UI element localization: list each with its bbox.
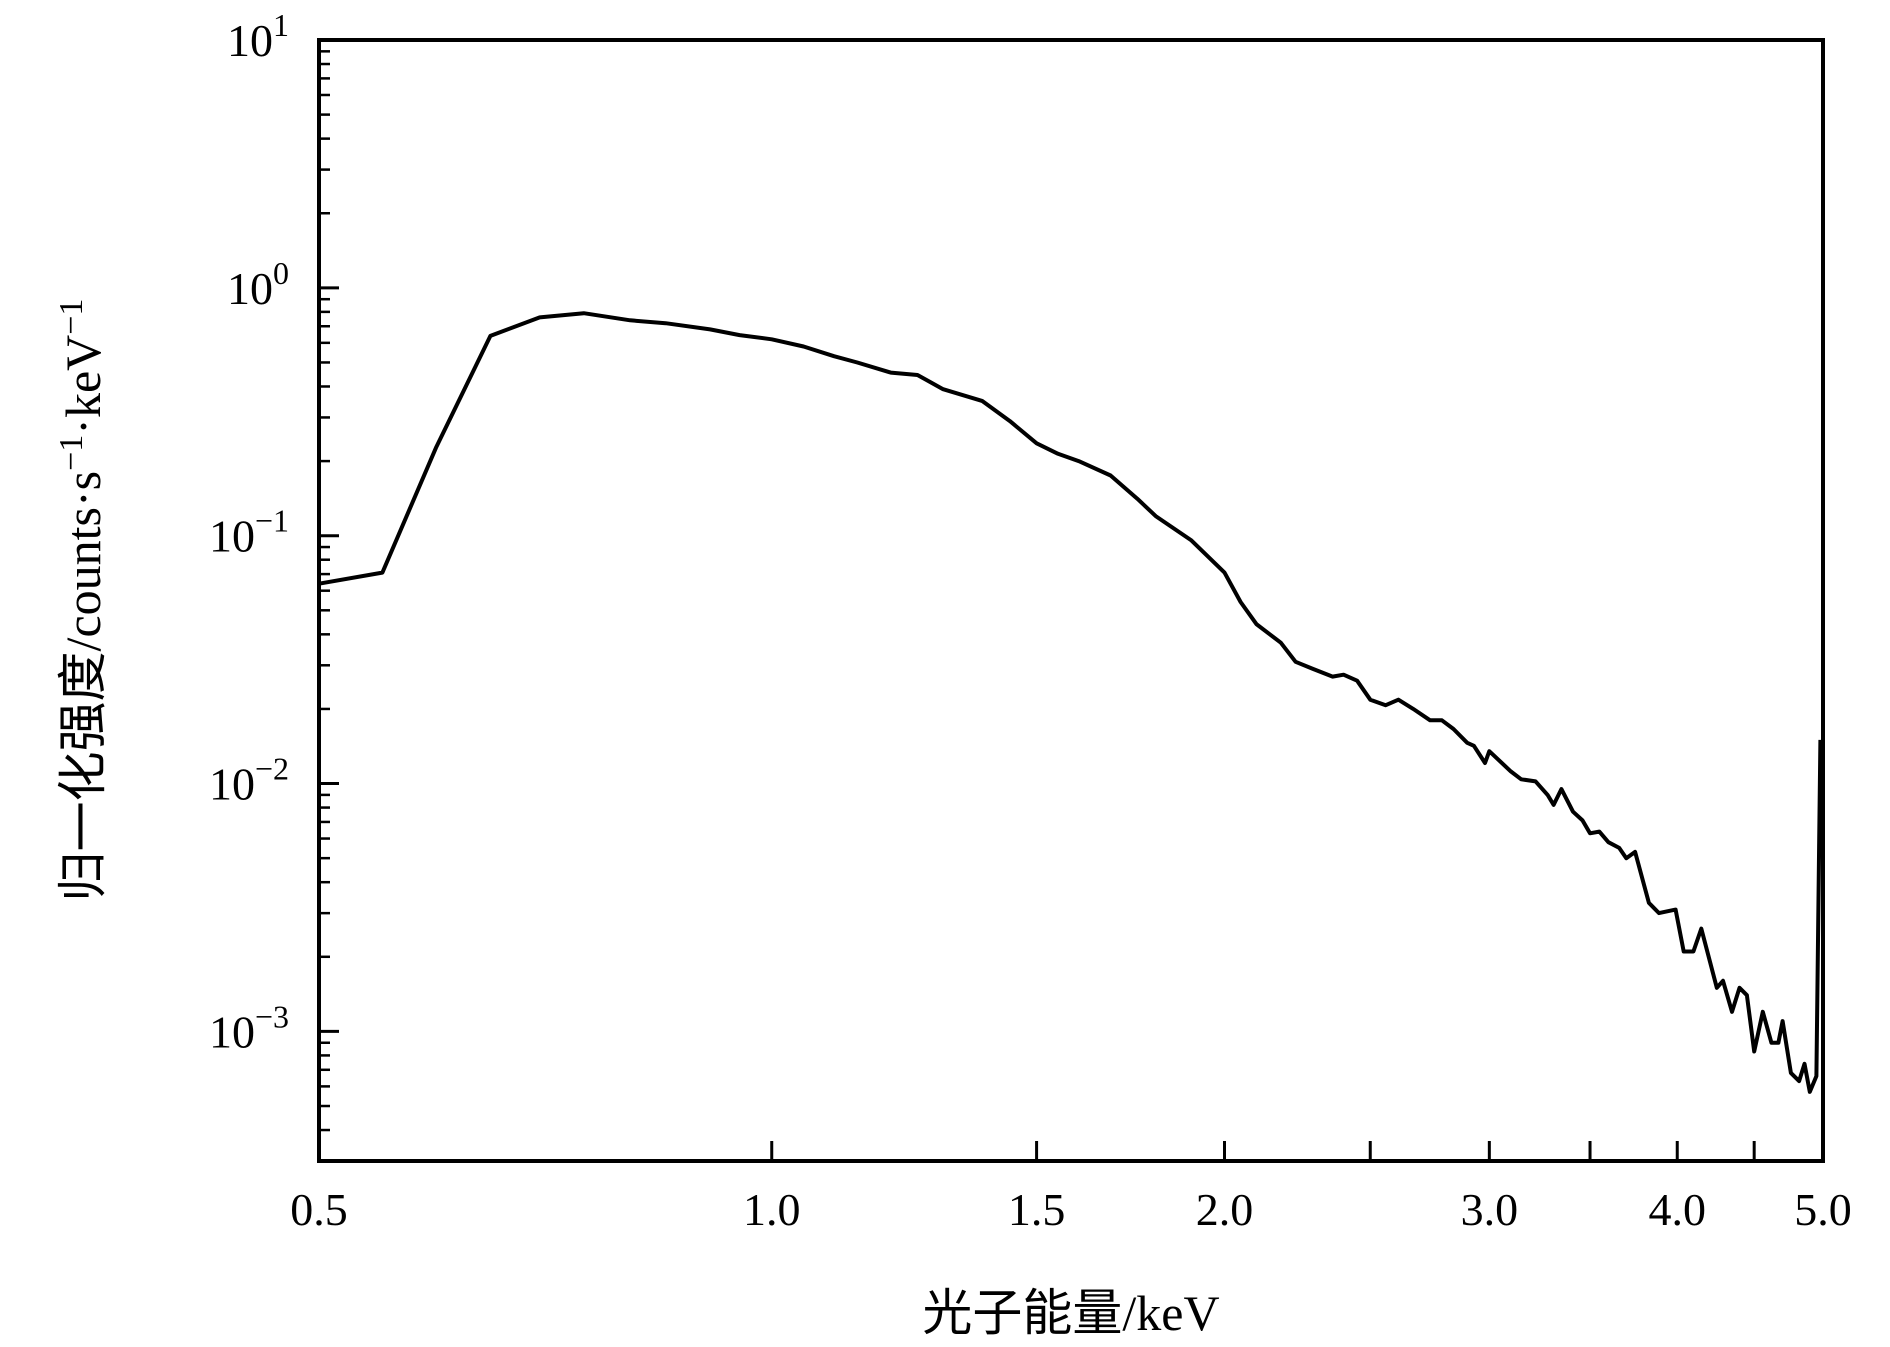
y-axis-label-sup2: −1 [53, 299, 90, 335]
y-tick-exponent: 0 [273, 255, 289, 291]
axis-ticks [317, 38, 1825, 1163]
y-axis-label-mid: ·keV [55, 335, 111, 435]
plot-frame [317, 38, 1825, 1163]
y-axis-label-sup1: −1 [53, 435, 90, 471]
x-tick-label: 4.0 [1648, 1184, 1706, 1235]
x-tick-label: 5.0 [1794, 1184, 1852, 1235]
y-tick-base: 10 [227, 263, 273, 314]
y-tick-label: 10−2 [209, 751, 289, 810]
x-tick-label: 1.0 [743, 1184, 801, 1235]
y-axis-label-main: 归一化强度/counts·s [55, 471, 111, 902]
y-tick-exponent: −2 [255, 751, 289, 787]
x-axis-label: 光子能量/keV [922, 1285, 1219, 1341]
series-line-spectrum [318, 311, 1823, 1094]
x-tick-label: 3.0 [1461, 1184, 1519, 1235]
x-tick-label: 0.5 [290, 1184, 348, 1235]
y-tick-label: 10−3 [209, 998, 289, 1057]
x-tick-label: 1.5 [1008, 1184, 1066, 1235]
y-tick-base: 10 [209, 511, 255, 562]
y-tick-base: 10 [209, 1006, 255, 1057]
x-tick-labels: 0.5 1.0 1.5 2.0 3.0 4.0 5.0 [290, 1184, 1852, 1235]
y-tick-base: 10 [227, 15, 273, 66]
y-tick-exponent: −3 [255, 998, 289, 1034]
y-tick-exponent: 1 [273, 7, 289, 43]
y-tick-base: 10 [209, 759, 255, 810]
y-tick-label: 100 [227, 255, 289, 314]
y-tick-label: 10−1 [209, 503, 289, 562]
y-tick-label: 101 [227, 7, 289, 66]
y-tick-exponent: −1 [255, 503, 289, 539]
x-tick-label: 2.0 [1196, 1184, 1254, 1235]
y-axis-label: 归一化强度/counts·s−1·keV−1 [53, 299, 111, 902]
